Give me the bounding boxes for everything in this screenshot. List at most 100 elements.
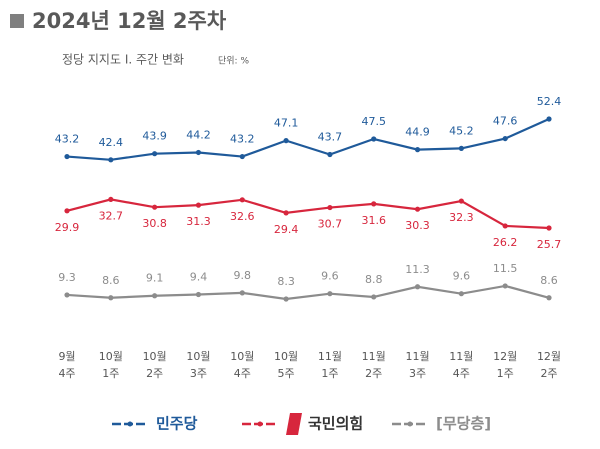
point: [546, 225, 552, 231]
point: [239, 290, 245, 296]
point: [152, 151, 158, 157]
unit-note: 단위: %: [218, 56, 249, 67]
legend: 민주당 국민의힘 [무당층]: [112, 413, 491, 435]
value-label: 11.3: [405, 263, 430, 276]
point: [502, 223, 508, 229]
value-label: 9.4: [190, 271, 208, 284]
point: [414, 284, 421, 290]
value-label: 26.2: [493, 236, 518, 249]
point: [239, 197, 245, 203]
point: [108, 295, 114, 301]
value-label: 29.9: [55, 221, 80, 234]
legend-dot: [257, 421, 263, 427]
x-tick-label: 12월 1주: [493, 350, 517, 380]
point: [195, 149, 202, 156]
point: [64, 153, 70, 160]
x-tick-label: 10월 4주: [230, 350, 254, 380]
legend-dot: [407, 421, 413, 427]
value-label: 43.2: [230, 133, 255, 146]
value-label: 9.1: [146, 272, 164, 285]
title-icon: [10, 14, 24, 28]
point: [64, 292, 70, 298]
point: [195, 291, 202, 298]
value-label: 47.6: [493, 115, 518, 128]
value-label: 52.4: [537, 95, 562, 108]
x-tick-label: 10월 1주: [99, 350, 123, 380]
value-label: 43.7: [318, 131, 343, 144]
point: [371, 136, 377, 142]
point: [414, 147, 421, 153]
point: [283, 138, 289, 144]
legend-label: 국민의힘: [308, 415, 363, 433]
x-tick-label: 9월 4주: [58, 350, 75, 380]
value-label: 8.8: [365, 273, 383, 286]
value-label: 8.6: [540, 274, 558, 287]
point: [152, 204, 158, 210]
value-label: 42.4: [99, 136, 124, 149]
value-label: 47.1: [274, 117, 299, 130]
x-tick-label: 11월 4주: [449, 350, 473, 380]
point: [458, 291, 464, 297]
point: [108, 196, 114, 203]
point: [371, 294, 377, 300]
value-label: 43.9: [142, 130, 167, 143]
chart-subtitle: 정당 지지도 Ⅰ. 주간 변화: [62, 53, 184, 67]
party-logo: [286, 413, 302, 435]
value-label: 31.3: [186, 215, 211, 228]
point: [152, 293, 158, 299]
legend-label: 민주당: [156, 415, 198, 433]
series-line: [66, 198, 550, 230]
x-tick-label: 10월 2주: [143, 350, 167, 380]
point: [502, 283, 508, 289]
x-tick-label: 11월 1주: [318, 350, 342, 380]
value-label: 9.6: [321, 270, 339, 283]
value-label: 8.3: [277, 275, 295, 288]
point: [458, 145, 464, 151]
value-label: 44.2: [186, 128, 211, 141]
point: [108, 157, 114, 163]
x-tick-label: 10월 3주: [186, 350, 210, 380]
value-label: 25.7: [537, 238, 562, 251]
value-label: 30.7: [318, 218, 343, 231]
value-label: 44.9: [405, 126, 430, 139]
x-tick-label: 11월 2주: [362, 350, 386, 380]
point: [195, 202, 202, 208]
legend-dot: [127, 421, 133, 427]
x-tick-label: 10월 5주: [274, 350, 298, 380]
value-label: 32.6: [230, 210, 255, 223]
value-label: 30.8: [142, 217, 167, 230]
point: [64, 208, 70, 214]
legend-label: [무당층]: [436, 415, 491, 433]
value-label: 30.3: [405, 219, 430, 232]
x-tick-label: 12월 2주: [537, 350, 561, 380]
value-label: 45.2: [449, 124, 474, 137]
value-label: 32.3: [449, 211, 474, 224]
point: [239, 153, 245, 160]
value-label: 9.6: [453, 270, 471, 283]
value-label: 29.4: [274, 223, 299, 236]
value-label: 31.6: [361, 214, 386, 227]
point: [283, 296, 289, 302]
point: [414, 206, 421, 212]
x-tick-label: 11월 3주: [405, 350, 429, 380]
point: [283, 210, 289, 216]
point: [327, 204, 333, 211]
chart-title: 2024년 12월 2주차: [32, 9, 227, 33]
value-label: 8.6: [102, 274, 120, 287]
point: [371, 201, 377, 207]
point: [502, 135, 508, 142]
value-label: 9.3: [58, 271, 76, 284]
value-label: 43.2: [55, 133, 80, 146]
point: [327, 291, 333, 297]
point: [458, 198, 464, 204]
series-line: [66, 117, 550, 161]
value-label: 9.8: [234, 269, 252, 282]
value-label: 32.7: [99, 209, 124, 222]
point: [546, 295, 552, 301]
value-label: 11.5: [493, 262, 518, 275]
point: [546, 116, 552, 122]
point: [327, 151, 333, 158]
series-line: [66, 284, 550, 301]
value-label: 47.5: [361, 115, 386, 128]
